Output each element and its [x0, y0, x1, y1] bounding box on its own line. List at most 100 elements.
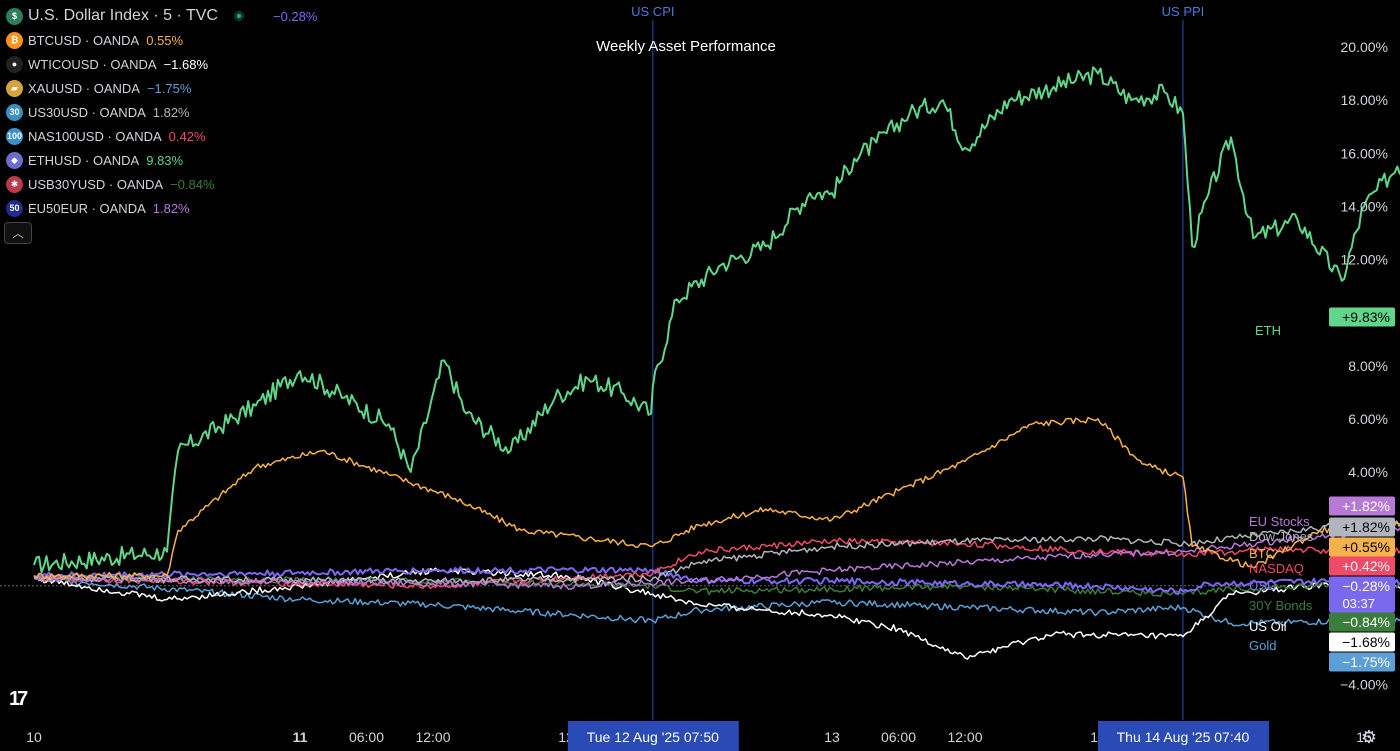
legend-row-dow[interactable]: 30 US30USD · OANDA 1.82%: [6, 100, 317, 124]
legend-change: −0.84%: [170, 176, 215, 192]
value-badge-dow: +1.82%: [1329, 517, 1395, 537]
series-line-eu: [33, 527, 1400, 590]
series-name-label: ETH: [1255, 323, 1281, 338]
market-status-icon: [233, 11, 244, 21]
value-badge-text: +1.82%: [1342, 519, 1390, 535]
value-badge-text: −0.28%: [1342, 578, 1390, 594]
x-tick-label: 12:00: [415, 729, 450, 745]
tradingview-logo: 17: [9, 688, 28, 710]
y-tick-label: 14.00%: [1341, 198, 1388, 214]
svg-text:Tue 12 Aug '25 07:50: Tue 12 Aug '25 07:50: [587, 729, 719, 745]
legend: $ U.S. Dollar Index · 5 · TVC −0.28% ₿ BT…: [6, 4, 317, 220]
y-tick-label: 20.00%: [1341, 39, 1388, 55]
legend-change: 0.55%: [146, 32, 184, 48]
y-tick-label: 8.00%: [1348, 358, 1388, 374]
y-tick-label: 6.00%: [1348, 411, 1388, 427]
us-flag-icon: ✱: [6, 175, 23, 193]
legend-label: XAUUSD · OANDA: [28, 80, 140, 96]
chart-title: Weekly Asset Performance: [596, 38, 776, 55]
value-badge-eth: +9.83%: [1329, 307, 1395, 327]
y-tick-label: 18.00%: [1341, 92, 1388, 108]
x-tick-label: 06:00: [349, 729, 384, 745]
x-tick-label: 13: [824, 729, 840, 745]
value-badge-usd: −0.28% 03:37: [1329, 576, 1395, 613]
value-badge-oil: −1.68%: [1329, 632, 1395, 652]
value-badge-text: −0.84%: [1342, 614, 1390, 630]
value-badge-text: +9.83%: [1342, 309, 1390, 325]
x-tick-label: 10: [26, 729, 42, 745]
series-line-nasdaq: [33, 537, 1400, 590]
chevron-up-icon: ︿: [12, 228, 24, 240]
series-name-label: Dow Jones: [1249, 529, 1314, 544]
legend-label: ETHUSD · OANDA: [28, 152, 140, 168]
x-tick-label: 12:00: [947, 729, 982, 745]
legend-change: −1.68%: [163, 56, 209, 72]
legend-change: 1.82%: [152, 104, 190, 120]
oil-drop-icon: ●: [6, 55, 23, 73]
legend-label: BTCUSD · OANDA: [28, 32, 140, 48]
value-badge-text: −1.68%: [1342, 634, 1390, 650]
value-badge-text: +0.42%: [1342, 558, 1390, 574]
svg-text:Thu 14 Aug '25 07:40: Thu 14 Aug '25 07:40: [1117, 729, 1250, 745]
y-tick-label: 16.00%: [1341, 145, 1388, 161]
value-badge-btc: +0.55%: [1329, 537, 1395, 557]
value-badge-text: +1.82%: [1342, 498, 1390, 514]
us30-icon: 30: [6, 103, 23, 121]
legend-row-main[interactable]: $ U.S. Dollar Index · 5 · TVC −0.28%: [6, 4, 317, 28]
legend-row-bonds[interactable]: ✱ USB30YUSD · OANDA −0.84%: [6, 172, 317, 196]
series-name-label: 30Y Bonds: [1249, 598, 1313, 613]
series-name-label: EU Stocks: [1249, 514, 1310, 529]
legend-label: EU50EUR · OANDA: [28, 200, 146, 216]
legend-main-label: U.S. Dollar Index · 5 · TVC: [28, 7, 218, 24]
y-tick-label: −4.00%: [1340, 677, 1388, 693]
series-line-dow: [33, 519, 1400, 585]
series-line-btc: [33, 416, 1400, 580]
event-time-marker: Thu 14 Aug '25 07:40: [1097, 721, 1269, 751]
legend-label: NAS100USD · OANDA: [28, 128, 162, 144]
legend-row-btc[interactable]: ₿ BTCUSD · OANDA 0.55%: [6, 28, 317, 52]
legend-label: USB30YUSD · OANDA: [28, 176, 164, 192]
series-line-eth: [33, 66, 1400, 574]
nas100-icon: 100: [6, 127, 23, 145]
value-badge-eu: +1.82%: [1329, 496, 1395, 516]
ethereum-icon: ◆: [6, 151, 23, 169]
series-name-label: BTC: [1249, 546, 1275, 561]
event-time-marker: Tue 12 Aug '25 07:50: [567, 721, 739, 751]
value-badge-nasdaq: +0.42%: [1329, 556, 1395, 576]
legend-change: 1.82%: [152, 200, 190, 216]
legend-label: US30USD · OANDA: [28, 104, 146, 120]
value-badge-text: +0.55%: [1342, 539, 1390, 555]
series-line-gold: [33, 575, 1400, 627]
gear-icon[interactable]: ⚙: [1360, 726, 1378, 747]
legend-row-oil[interactable]: ● WTICOUSD · OANDA −1.68%: [6, 52, 317, 76]
legend-change: 0.42%: [168, 128, 206, 144]
gold-bars-icon: ▰: [6, 79, 23, 97]
legend-label: WTICOUSD · OANDA: [28, 56, 157, 72]
series-name-label: Gold: [1249, 638, 1276, 653]
x-tick-label: 15: [1356, 729, 1372, 745]
event-label: US CPI: [631, 4, 674, 19]
legend-collapse-button[interactable]: ︿: [4, 222, 32, 244]
value-badge-text: −1.75%: [1342, 654, 1390, 670]
legend-row-eth[interactable]: ◆ ETHUSD · OANDA 9.83%: [6, 148, 317, 172]
dollar-icon: $: [6, 7, 23, 25]
eu50-icon: 50: [6, 199, 23, 217]
value-badge-gold: −1.75%: [1329, 652, 1395, 672]
legend-row-eu[interactable]: 50 EU50EUR · OANDA 1.82%: [6, 196, 317, 220]
legend-change: −1.75%: [146, 80, 192, 96]
bitcoin-icon: ₿: [6, 31, 23, 49]
legend-main-change: −0.28%: [272, 8, 318, 24]
x-tick-label: 06:00: [881, 729, 916, 745]
legend-row-nasdaq[interactable]: 100 NAS100USD · OANDA 0.42%: [6, 124, 317, 148]
series-name-label: NASDAQ: [1249, 561, 1304, 576]
value-badge-bonds: −0.84%: [1329, 612, 1395, 632]
countdown-text: 03:37: [1342, 596, 1375, 611]
series-name-label: US Oil: [1249, 619, 1287, 634]
x-tick-label: 11: [293, 729, 308, 745]
y-tick-label: 12.00%: [1341, 252, 1388, 268]
series-name-label: USD: [1249, 578, 1276, 593]
series-line-bonds: [33, 574, 1400, 598]
legend-change: 9.83%: [146, 152, 184, 168]
legend-row-gold[interactable]: ▰ XAUUSD · OANDA −1.75%: [6, 76, 317, 100]
